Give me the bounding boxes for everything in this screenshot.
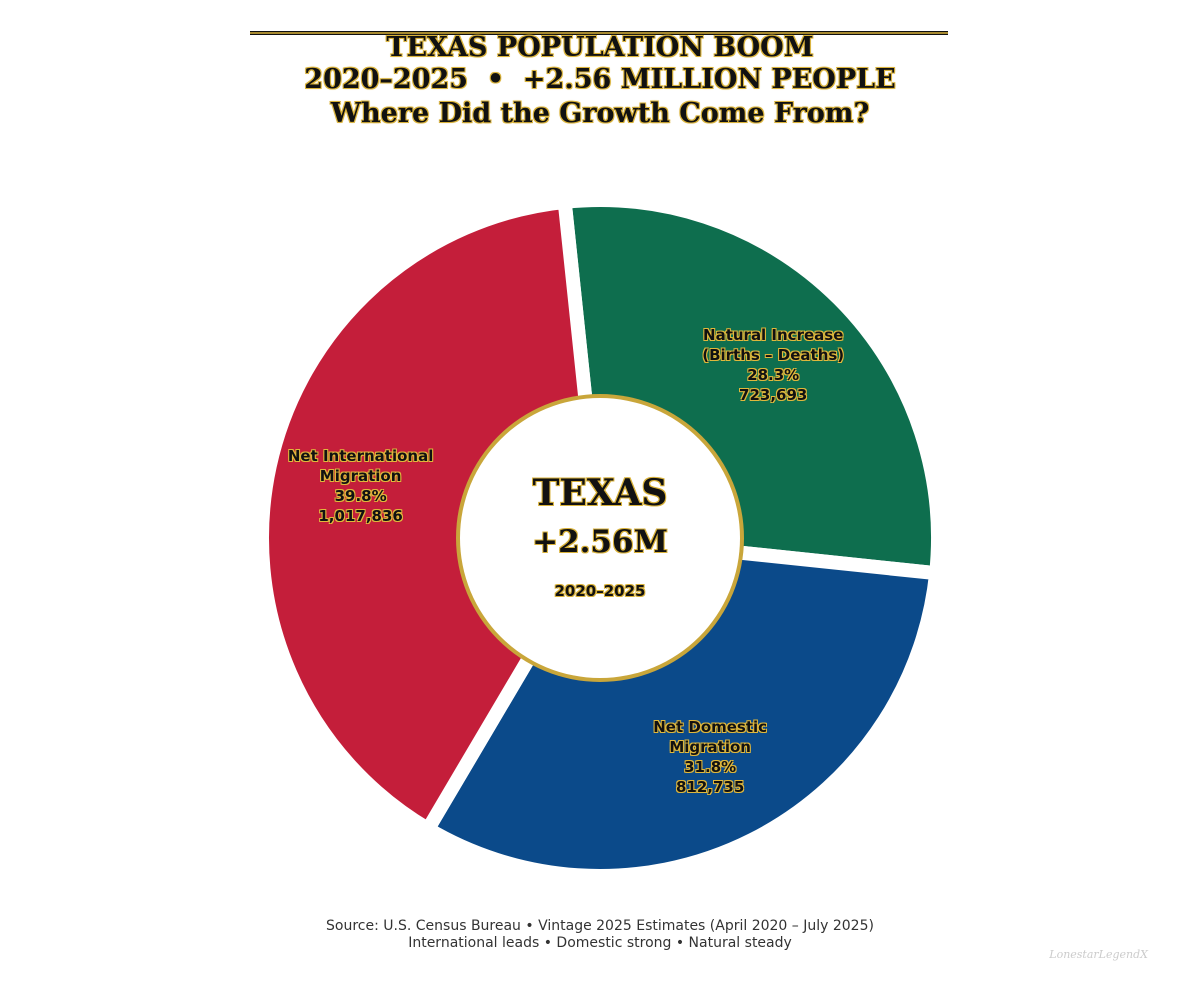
watermark: LonestarLegendX [1049, 948, 1148, 961]
center-period: 2020–2025 [554, 582, 646, 600]
slice-label: Net Domestic Migration 31.8% 812,735 [625, 717, 795, 797]
count-label: 812,735 [675, 777, 745, 796]
source: Source: U.S. Census Bureau • Vintage 202… [326, 918, 874, 934]
percent-label: 31.8% [684, 757, 737, 776]
center-title: TEXAS [532, 472, 668, 514]
category-label: Net Domestic Migration [653, 717, 768, 756]
subtitle2: Where Did the Growth Come From? [330, 98, 870, 129]
center-value: +2.56M [532, 524, 668, 560]
category-label: Natural Increase (Births – Deaths) [702, 325, 845, 364]
percent-label: 28.3% [747, 365, 800, 384]
count-label: 1,017,836 [318, 506, 403, 525]
subtitle: 2020–2025 • +2.56 MILLION PEOPLE [304, 64, 896, 95]
category-label: Net International Migration [287, 446, 434, 485]
wedge [255, 194, 607, 837]
count-label: 723,693 [739, 385, 808, 404]
slice-label: Natural Increase (Births – Deaths) 28.3% 7… [688, 325, 858, 405]
title: TEXAS POPULATION BOOM [386, 32, 814, 63]
slice-label: Net International Migration 39.8% 1,017,83… [276, 446, 446, 526]
center-hole [460, 398, 740, 678]
note: International leads • Domestic strong • … [408, 935, 792, 951]
percent-label: 39.8% [334, 486, 387, 505]
